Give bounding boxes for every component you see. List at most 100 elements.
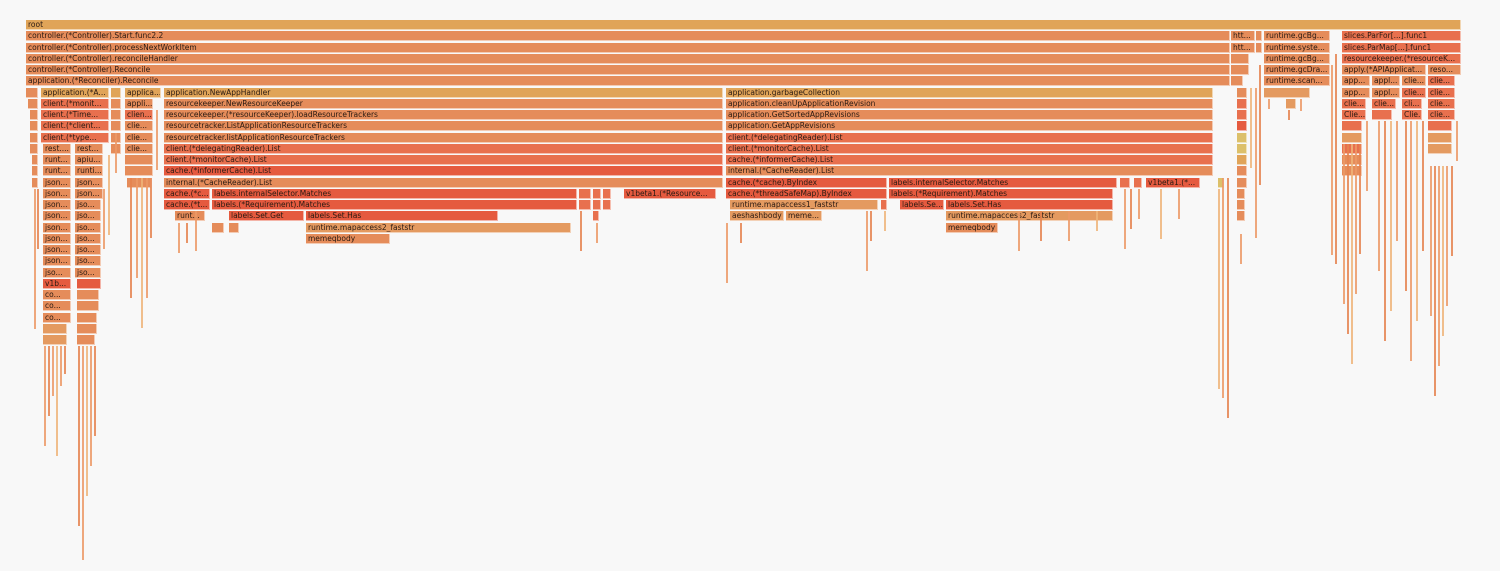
flame-frame-stack-tail[interactable] <box>1250 87 1252 168</box>
flame-frame[interactable]: appl... <box>1372 76 1400 87</box>
flame-frame-stack-tail[interactable] <box>1416 121 1418 322</box>
flame-frame-root[interactable]: root <box>26 20 1461 30</box>
flame-frame-stack-tail[interactable] <box>884 211 886 232</box>
flame-frame-stack-tail[interactable] <box>103 188 105 249</box>
flame-frame[interactable]: json... <box>43 211 71 222</box>
flame-frame-stack-tail[interactable] <box>1259 65 1261 185</box>
flame-frame[interactable] <box>1264 87 1310 98</box>
flame-frame[interactable] <box>229 222 239 233</box>
flame-frame[interactable] <box>77 323 97 334</box>
flame-frame-stack-tail[interactable] <box>1359 143 1361 254</box>
flame-frame[interactable]: apply.(*APIApplicat... <box>1342 65 1426 75</box>
flame-frame[interactable] <box>1428 132 1452 143</box>
flame-frame[interactable] <box>30 143 38 154</box>
flame-frame[interactable]: json... <box>75 177 103 188</box>
flame-frame[interactable] <box>1342 132 1362 143</box>
flame-frame[interactable]: clie... <box>1342 98 1366 109</box>
flame-frame[interactable] <box>125 166 153 177</box>
flame-frame[interactable]: htt... <box>1231 31 1255 42</box>
flame-frame[interactable] <box>1372 110 1392 120</box>
flame-frame-stack-tail[interactable] <box>60 346 62 387</box>
flame-frame-stack-tail[interactable] <box>1222 177 1224 398</box>
flame-frame[interactable]: reso... <box>1428 65 1461 75</box>
flame-frame-stack-tail[interactable] <box>1138 188 1140 219</box>
flame-frame[interactable]: resourcetracker.listApplicationResourceT… <box>164 132 723 143</box>
flame-frame[interactable] <box>1237 211 1245 222</box>
flame-frame[interactable]: json... <box>43 233 71 244</box>
flame-frame[interactable]: application.(*Reconciler).Reconcile <box>26 76 1230 87</box>
flame-frame-stack-tail[interactable] <box>1178 188 1180 219</box>
flame-frame[interactable]: v1beta1.(*... <box>1146 177 1200 188</box>
flame-frame[interactable] <box>32 177 38 188</box>
flame-frame-stack-tail[interactable] <box>156 110 158 170</box>
flame-frame-stack-tail[interactable] <box>78 346 80 527</box>
flame-frame[interactable] <box>77 335 95 345</box>
flame-frame[interactable]: labels.Set.Has <box>306 211 498 222</box>
flame-frame[interactable] <box>28 98 38 109</box>
flame-frame-stack-tail[interactable] <box>1218 188 1220 389</box>
flame-frame-stack-tail[interactable] <box>44 346 46 447</box>
flame-frame[interactable] <box>881 200 887 210</box>
flame-frame[interactable]: cache.(*informerCache).List <box>164 166 723 177</box>
flame-frame[interactable] <box>1256 42 1262 53</box>
flame-frame[interactable]: runtime.gcBg... <box>1264 31 1330 42</box>
flame-frame-stack-tail[interactable] <box>94 346 96 437</box>
flame-frame-stack-tail[interactable] <box>1430 166 1432 317</box>
flame-frame-stack-tail[interactable] <box>1288 110 1290 120</box>
flame-frame[interactable]: runtime.mapaccess1_faststr <box>730 200 878 210</box>
flame-frame[interactable] <box>77 290 99 300</box>
flame-frame-stack-tail[interactable] <box>48 346 50 417</box>
flame-frame[interactable]: json... <box>43 222 71 233</box>
flame-frame[interactable]: application.garbageCollection <box>726 87 1213 98</box>
flame-frame-stack-tail[interactable] <box>1355 143 1357 294</box>
flame-frame[interactable]: runtime.mapaccess2_faststr <box>306 222 571 233</box>
flame-frame-stack-tail[interactable] <box>1451 166 1453 257</box>
flame-frame-stack-tail[interactable] <box>1438 166 1440 367</box>
flame-frame[interactable] <box>77 278 101 289</box>
flame-frame[interactable]: client.(*monit... <box>41 98 109 109</box>
flame-frame-stack-tail[interactable] <box>1446 166 1448 307</box>
flame-frame[interactable] <box>579 200 591 210</box>
flame-frame[interactable] <box>603 200 611 210</box>
flame-frame-stack-tail[interactable] <box>1442 166 1444 337</box>
flame-frame-stack-tail[interactable] <box>178 222 180 253</box>
flame-frame[interactable] <box>30 132 38 143</box>
flame-frame-stack-tail[interactable] <box>1456 121 1458 162</box>
flame-frame[interactable]: clie... <box>125 143 153 154</box>
flame-frame[interactable]: co... <box>43 312 71 323</box>
flame-frame-stack-tail[interactable] <box>195 211 197 252</box>
flame-frame[interactable] <box>26 87 38 98</box>
flame-frame[interactable]: jso... <box>75 200 101 210</box>
flame-frame[interactable]: clien... <box>125 110 153 120</box>
flame-frame-stack-tail[interactable] <box>34 188 36 329</box>
flame-frame[interactable] <box>1237 155 1247 165</box>
flame-frame-stack-tail[interactable] <box>141 177 143 328</box>
flame-frame[interactable] <box>1286 98 1296 109</box>
flame-frame-stack-tail[interactable] <box>1390 121 1392 312</box>
flame-frame-stack-tail[interactable] <box>146 177 148 298</box>
flame-frame[interactable] <box>1237 188 1245 199</box>
flame-frame[interactable]: clie... <box>1428 98 1455 109</box>
flame-frame[interactable] <box>212 222 224 233</box>
flame-frame-stack-tail[interactable] <box>82 346 84 560</box>
flame-frame-stack-tail[interactable] <box>1040 211 1042 242</box>
flame-frame-stack-tail[interactable] <box>186 222 188 243</box>
flame-frame[interactable] <box>593 211 599 222</box>
flame-frame[interactable]: labels.(*Requirement).Matches <box>212 200 577 210</box>
flame-frame-stack-tail[interactable] <box>1255 87 1257 238</box>
flame-frame[interactable] <box>30 121 38 132</box>
flame-frame[interactable]: labels.internalSelector.Matches <box>212 188 577 199</box>
flame-frame[interactable]: application.NewAppHandler <box>164 87 723 98</box>
flame-frame-stack-tail[interactable] <box>1396 121 1398 242</box>
flame-frame-stack-tail[interactable] <box>1351 143 1353 364</box>
flame-frame[interactable]: htt... <box>1231 42 1255 53</box>
flame-frame[interactable] <box>30 110 38 120</box>
flame-frame[interactable] <box>1237 143 1247 154</box>
flame-frame-stack-tail[interactable] <box>580 211 582 252</box>
flame-frame-stack-tail[interactable] <box>1018 211 1020 252</box>
flame-frame[interactable]: app... <box>1342 76 1370 87</box>
flame-frame[interactable]: jso... <box>75 222 101 233</box>
flame-frame[interactable]: labels.Set.Get <box>229 211 304 222</box>
flame-frame[interactable]: runti... <box>75 166 103 177</box>
flame-frame[interactable]: client.(*type... <box>41 132 109 143</box>
